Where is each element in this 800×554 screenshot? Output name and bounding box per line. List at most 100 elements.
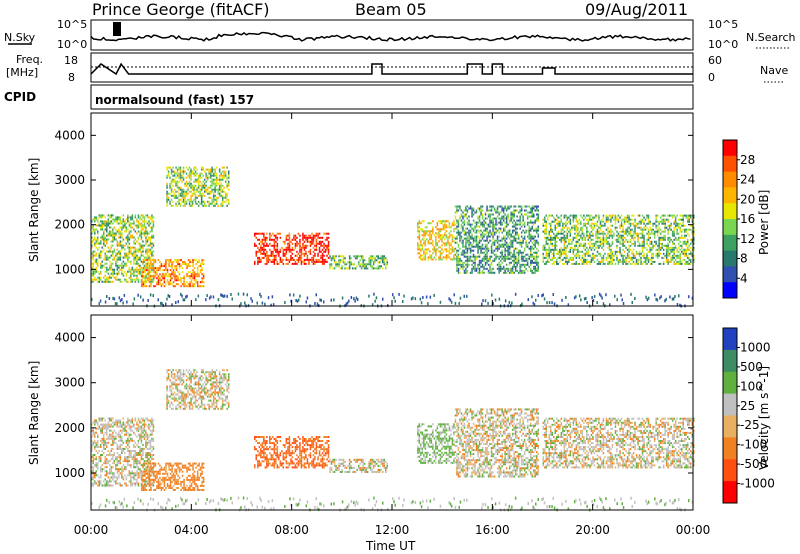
power-echo-cell [177, 275, 179, 278]
power-echo-cell [418, 220, 421, 223]
power-echo-cell [510, 205, 512, 208]
power-echo-cell [297, 252, 300, 255]
power-echo-cell [637, 260, 639, 263]
power-echo-cell [302, 242, 304, 245]
power-echo-cell [477, 215, 479, 218]
power-echo-cell [133, 268, 135, 271]
power-echo-cell [321, 256, 324, 259]
power-echo-cell [203, 182, 206, 185]
power-echo-cell [513, 249, 515, 252]
power-echo-cell [140, 244, 143, 247]
power-echo-cell [496, 245, 499, 248]
power-echo-cell [498, 205, 500, 208]
power-echo-cell [650, 232, 653, 235]
power-echo-cell [144, 271, 146, 274]
power-echo-cell [196, 196, 198, 199]
power-echo-cell [590, 226, 593, 229]
power-echo-cell [611, 214, 614, 217]
power-echo-cell [315, 232, 318, 235]
power-echo-cell [193, 184, 195, 187]
power-echo-cell [457, 261, 460, 264]
power-echo-cell [478, 207, 481, 210]
power-echo-cell [223, 200, 225, 203]
power-echo-cell [94, 216, 96, 219]
power-echo-cell [181, 190, 183, 193]
power-echo-cell [534, 221, 536, 224]
power-echo-cell [510, 241, 512, 244]
power-echo-cell [209, 172, 212, 175]
power-echo-cell [620, 220, 623, 223]
power-echo-cell [264, 238, 267, 241]
power-echo-cell [486, 227, 488, 230]
power-echo-cell [299, 246, 301, 249]
power-echo-cell [486, 209, 488, 212]
power-echo-cell [466, 271, 469, 274]
power-echo-cell [432, 252, 434, 255]
power-echo-cell [189, 283, 191, 286]
power-echo-cell [658, 254, 660, 257]
cpid-mode-text: normalsound (fast) 157 [95, 93, 254, 107]
power-echo-cell [658, 250, 660, 253]
power-echo-cell [314, 252, 316, 255]
power-ground-cell [220, 293, 222, 297]
power-echo-cell [190, 168, 192, 171]
power-echo-cell [148, 269, 151, 272]
power-echo-cell [492, 205, 494, 208]
power-echo-cell [127, 270, 129, 273]
power-echo-cell [170, 182, 173, 185]
power-echo-cell [554, 224, 556, 227]
power-echo-cell [551, 244, 553, 247]
power-echo-cell [513, 237, 515, 240]
power-echo-cell [266, 244, 268, 247]
power-echo-cell [638, 242, 641, 245]
power-echo-cell [100, 220, 102, 223]
power-echo-cell [545, 248, 547, 251]
power-echo-cell [560, 252, 563, 255]
power-echo-cell [508, 205, 511, 208]
power-echo-cell [429, 230, 431, 233]
power-echo-cell [681, 236, 683, 239]
power-echo-cell [569, 258, 572, 261]
power-ground-cell [98, 302, 100, 306]
power-echo-cell [487, 225, 490, 228]
power-echo-cell [677, 218, 680, 221]
power-echo-cell [139, 248, 141, 251]
power-echo-cell [480, 221, 482, 224]
power-echo-cell [513, 239, 515, 242]
power-echo-cell [674, 222, 677, 225]
power-echo-cell [537, 213, 539, 216]
power-echo-cell [429, 236, 431, 239]
power-echo-cell [514, 267, 517, 270]
power-echo-cell [228, 172, 230, 175]
power-echo-cell [110, 214, 113, 217]
power-echo-cell [119, 258, 122, 261]
power-echo-cell [441, 252, 443, 255]
power-echo-cell [92, 230, 94, 233]
power-echo-cell [607, 254, 609, 257]
power-echo-cell [629, 262, 632, 265]
power-echo-cell [569, 214, 572, 217]
power-echo-cell [649, 236, 651, 239]
power-echo-cell [489, 265, 491, 268]
power-echo-cell [448, 222, 451, 225]
power-echo-cell [421, 238, 424, 241]
power-echo-cell [97, 236, 99, 239]
power-echo-cell [152, 278, 155, 281]
power-echo-cell [142, 226, 144, 229]
power-echo-cell [635, 258, 638, 261]
power-echo-cell [673, 252, 675, 255]
power-echo-cell [472, 261, 475, 264]
power-echo-cell [254, 244, 256, 247]
power-echo-cell [548, 244, 550, 247]
power-echo-cell [607, 246, 609, 249]
power-echo-cell [374, 261, 376, 264]
power-echo-cell [357, 263, 360, 266]
power-echo-cell [147, 273, 149, 276]
power-echo-cell [514, 239, 517, 242]
power-echo-cell [487, 257, 490, 260]
power-echo-cell [537, 225, 539, 228]
power-echo-cell [462, 215, 464, 218]
power-echo-cell [519, 205, 521, 208]
power-echo-cell [125, 274, 128, 277]
power-echo-cell [181, 261, 184, 264]
